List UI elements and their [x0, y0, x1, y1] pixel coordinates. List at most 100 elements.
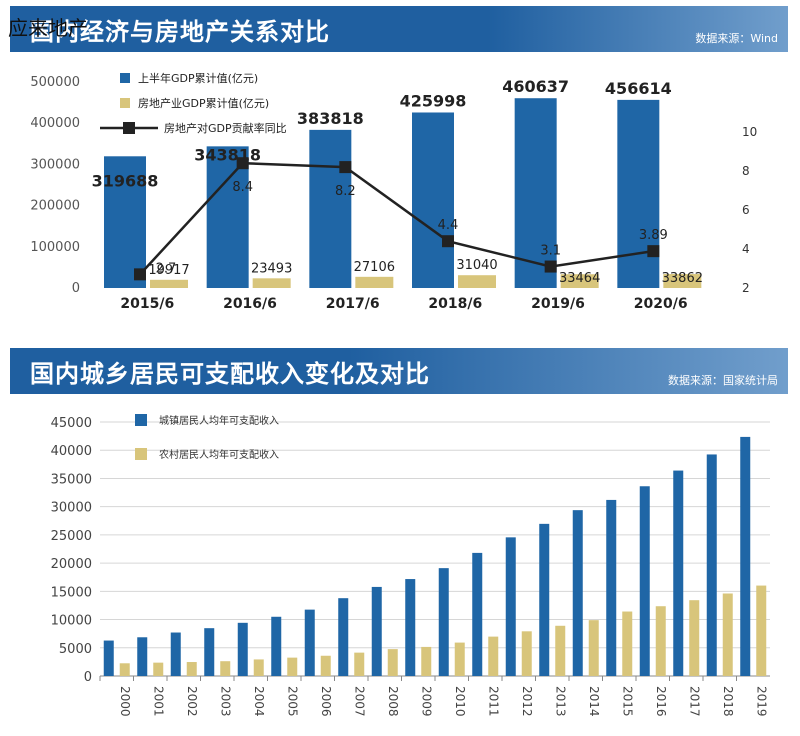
watermark-text: 应来地产	[8, 16, 88, 40]
chart2-title: 国内城乡居民可支配收入变化及对比	[30, 360, 430, 388]
urban-income-bar	[237, 622, 248, 676]
contribution-line	[139, 161, 654, 276]
y2-tick-label: 6	[742, 203, 750, 217]
urban-income-bar	[405, 579, 416, 676]
x-tick-label: 2012	[520, 686, 534, 717]
rural-income-bar	[454, 642, 465, 676]
urban-income-bar	[505, 537, 516, 676]
gdp-value-label: 383818	[297, 109, 364, 128]
x-category-label: 2020/6	[634, 296, 688, 312]
y-tick-label: 35000	[51, 472, 92, 487]
urban-income-bar	[137, 637, 148, 676]
contribution-point	[647, 245, 660, 258]
urban-income-bar	[472, 552, 483, 676]
y-tick-label: 5000	[59, 642, 92, 657]
urban-income-bar	[539, 523, 550, 676]
urban-income-bar	[572, 510, 583, 676]
x-tick-label: 2008	[386, 686, 400, 717]
x-tick-label: 2018	[721, 686, 735, 717]
rural-income-bar	[153, 662, 164, 676]
x-tick-label: 2004	[252, 686, 266, 717]
x-tick-label: 2014	[587, 686, 601, 717]
contribution-point	[236, 157, 249, 170]
realestate-value-label: 23493	[251, 261, 292, 276]
urban-income-bar	[371, 586, 382, 676]
y-tick-label: 0	[84, 670, 92, 685]
x-category-label: 2016/6	[223, 296, 277, 312]
contribution-value-label: 8.2	[335, 184, 356, 199]
rural-income-bar	[722, 593, 733, 676]
realestate-value-label: 27106	[354, 260, 395, 275]
x-category-label: 2015/6	[120, 296, 174, 312]
gdp-value-label: 343818	[194, 145, 261, 164]
realestate-bar	[663, 274, 702, 288]
chart1-title: 国内经济与房地产关系对比	[30, 18, 330, 46]
gdp-value-label: 456614	[605, 79, 672, 98]
urban-income-bar	[170, 632, 181, 676]
x-category-label: 2019/6	[531, 296, 585, 312]
banner-gradient	[488, 6, 788, 52]
y-tick-label: 100000	[30, 240, 80, 255]
x-tick-label: 2017	[687, 686, 701, 717]
y-tick-label: 40000	[51, 444, 92, 459]
gdp-bar	[514, 98, 557, 288]
realestate-value-label: 19917	[148, 263, 189, 278]
y-tick-label: 10000	[51, 614, 92, 629]
y-tick-label: 300000	[30, 157, 80, 172]
x-tick-label: 2000	[118, 686, 132, 717]
x-tick-label: 2007	[352, 686, 366, 717]
y-tick-label: 45000	[51, 416, 92, 431]
rural-income-bar	[354, 652, 365, 676]
gdp-bar	[309, 129, 352, 288]
gdp-bar	[412, 112, 454, 288]
realestate-bar	[355, 276, 394, 288]
urban-income-bar	[740, 436, 751, 676]
chart1-title-banner: 国内经济与房地产关系对比 数据来源：Wind	[10, 6, 788, 52]
rural-income-bar	[119, 663, 130, 676]
rural-income-bar	[253, 659, 264, 676]
x-category-label: 2017/6	[326, 296, 380, 312]
y-tick-label: 400000	[30, 116, 80, 131]
rural-income-bar	[220, 661, 231, 676]
legend-swatch-urban	[135, 414, 147, 426]
y2-tick-label: 4	[742, 242, 750, 256]
rural-income-bar	[756, 585, 767, 676]
urban-income-bar	[706, 454, 717, 676]
y-tick-label: 500000	[30, 75, 80, 90]
x-tick-label: 2013	[553, 686, 567, 717]
x-tick-label: 2009	[419, 686, 433, 717]
x-tick-label: 2001	[151, 686, 165, 717]
x-tick-label: 2002	[185, 686, 199, 717]
urban-income-bar	[606, 499, 617, 676]
realestate-bar	[252, 278, 291, 288]
legend-label-gdp: 上半年GDP累计值(亿元)	[138, 71, 258, 85]
gdp-value-label: 319688	[92, 171, 159, 190]
rural-income-bar	[287, 657, 298, 676]
legend-swatch-rural	[135, 448, 147, 460]
urban-income-bar	[271, 616, 282, 676]
y2-tick-label: 8	[742, 164, 750, 178]
legend-swatch-line-marker	[123, 122, 135, 134]
contribution-point	[134, 268, 146, 281]
rural-income-bar	[689, 600, 700, 676]
x-tick-label: 2011	[486, 686, 500, 717]
rural-income-bar	[555, 625, 566, 676]
gdp-bar	[104, 156, 146, 288]
gdp-value-label: 460637	[502, 77, 569, 96]
rural-income-bar	[622, 611, 633, 676]
x-tick-label: 2016	[654, 686, 668, 717]
x-tick-label: 2003	[218, 686, 232, 717]
x-category-label: 2018/6	[428, 296, 482, 312]
y-tick-label: 15000	[51, 585, 92, 600]
x-tick-label: 2005	[285, 686, 299, 717]
contribution-value-label: 8.4	[232, 180, 253, 195]
y-tick-label: 20000	[51, 557, 92, 572]
rural-income-bar	[655, 606, 666, 676]
urban-income-bar	[673, 470, 684, 676]
realestate-bar	[560, 274, 599, 288]
x-tick-label: 2010	[453, 686, 467, 717]
chart2-title-banner: 国内城乡居民可支配收入变化及对比 数据来源：国家统计局	[10, 348, 788, 394]
y-tick-label: 25000	[51, 529, 92, 544]
urban-income-bar	[438, 568, 449, 676]
contribution-point	[339, 161, 352, 174]
